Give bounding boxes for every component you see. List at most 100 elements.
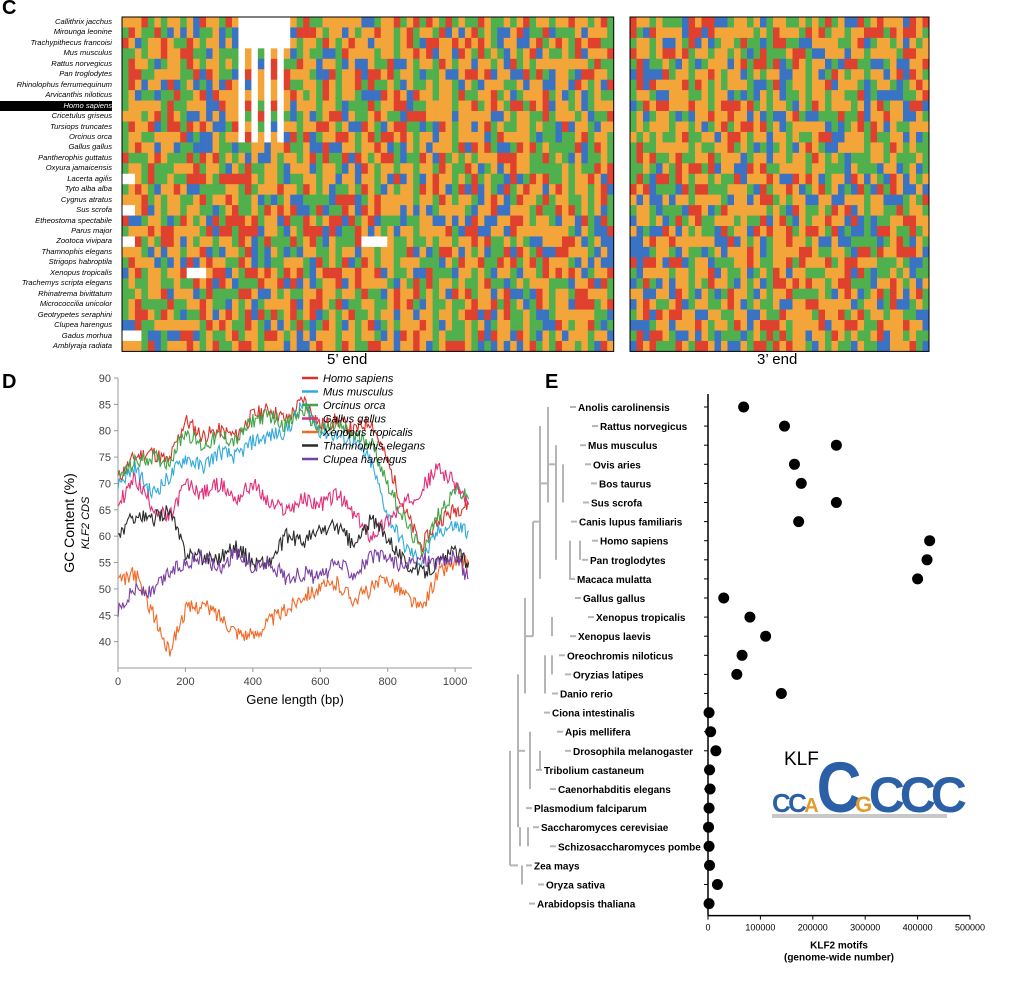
alignment-3-end-cell	[649, 173, 657, 185]
alignment-5-end-cell	[471, 37, 479, 49]
alignment-3-end-cell	[838, 152, 845, 164]
alignment-5-end-cell	[464, 257, 472, 269]
alignment-5-end-cell	[600, 152, 608, 164]
alignment-5-end-cell	[400, 246, 407, 258]
alignment-3-end-cell	[701, 100, 709, 112]
alignment-3-end-cell	[643, 246, 650, 258]
alignment-5-end-cell	[348, 330, 356, 342]
alignment-5-end-cell	[419, 121, 427, 133]
alignment-3-end-cell	[903, 288, 910, 300]
alignment-3-end-cell	[825, 100, 832, 112]
alignment-5-end-cell	[594, 163, 602, 175]
alignment-3-end-cell	[864, 246, 871, 258]
alignment-5-end-cell	[193, 69, 200, 80]
alignment-5-end-cell	[154, 27, 162, 39]
alignment-5-end-cell	[413, 194, 420, 206]
alignment-3-end-cell	[903, 267, 910, 279]
alignment-5-end-cell	[199, 299, 207, 310]
alignment-3-end-cell	[831, 131, 839, 143]
species-name: Amblyraja radiata	[52, 340, 112, 350]
alignment-5-end-cell	[484, 184, 492, 195]
alignment-3-end-cell	[740, 236, 748, 248]
alignment-5-end-cell	[536, 100, 543, 112]
alignment-5-end-cell	[329, 37, 336, 49]
alignment-3-end-cell	[831, 69, 839, 80]
alignment-5-end-cell	[128, 173, 136, 185]
alignment-5-end-cell	[329, 152, 336, 164]
alignment-3-end-cell	[870, 236, 878, 248]
alignment-3-end-cell	[922, 79, 930, 91]
alignment-3-end-cell	[831, 320, 839, 331]
alignment-5-end-cell	[594, 152, 602, 164]
alignment-3-end-cell	[909, 320, 917, 331]
alignment-5-end-cell	[257, 267, 265, 279]
alignment-5-end-cell	[316, 100, 323, 112]
alignment-3-end-cell	[786, 79, 793, 91]
alignment-3-end-cell	[805, 90, 813, 101]
alignment-5-end-cell	[147, 184, 155, 195]
alignment-5-end-cell	[167, 236, 175, 248]
alignment-5-end-cell	[154, 37, 162, 49]
alignment-5-end-cell	[387, 320, 395, 331]
alignment-5-end-cell	[348, 267, 356, 279]
alignment-5-end-cell	[516, 226, 524, 237]
data-point	[718, 592, 730, 604]
alignment-3-end-cell	[838, 299, 845, 310]
alignment-3-end-cell	[636, 163, 644, 175]
alignment-3-end-cell	[779, 288, 787, 300]
alignment-3-end-cell	[662, 184, 670, 195]
alignment-5-end-cell	[173, 27, 181, 39]
alignment-3-end-cell	[734, 226, 741, 237]
alignment-3-end-cell	[851, 58, 858, 70]
alignment-5-end-cell	[503, 27, 511, 39]
alignment-5-end-cell	[419, 100, 427, 112]
alignment-3-end-cell	[740, 340, 748, 352]
alignment-5-end-cell	[341, 79, 349, 91]
alignment-3-end-cell	[922, 37, 930, 49]
alignment-5-end-cell	[387, 257, 395, 269]
alignment-3-end-cell	[669, 48, 676, 60]
alignment-3-end-cell	[727, 309, 735, 321]
alignment-5-end-cell	[484, 205, 492, 216]
alignment-5-end-cell	[510, 320, 517, 331]
alignment-5-end-cell	[348, 69, 356, 80]
alignment-5-end-cell	[516, 121, 524, 133]
alignment-5-end-cell	[464, 299, 472, 310]
alignment-5-end-cell	[290, 131, 297, 143]
alignment-5-end-cell	[387, 100, 395, 112]
alignment-5-end-cell	[432, 79, 440, 91]
alignment-5-end-cell	[122, 278, 129, 289]
alignment-3-end-cell	[708, 111, 715, 122]
alignment-5-end-cell	[251, 236, 259, 248]
alignment-3-end-cell	[818, 215, 826, 227]
alignment-5-end-cell	[251, 278, 259, 289]
alignment-5-end-cell	[186, 79, 194, 91]
alignment-5-end-cell	[154, 69, 162, 80]
alignment-5-end-cell	[555, 173, 563, 185]
alignment-3-end-cell	[922, 309, 930, 321]
alignment-3-end-cell	[766, 236, 774, 248]
alignment-5-end-cell	[451, 205, 459, 216]
alignment-5-end-cell	[503, 173, 511, 185]
alignment-5-end-cell	[348, 17, 356, 28]
alignment-5-end-cell	[439, 236, 446, 248]
alignment-5-end-cell	[568, 142, 576, 154]
alignment-5-end-cell	[277, 257, 285, 269]
alignment-3-end-cell	[708, 194, 715, 206]
alignment-5-end-cell	[497, 90, 505, 101]
alignment-5-end-cell	[419, 330, 427, 342]
alignment-5-end-cell	[503, 163, 511, 175]
alignment-5-end-cell	[277, 288, 285, 300]
alignment-5-end-cell	[335, 257, 343, 269]
alignment-5-end-cell	[561, 236, 569, 248]
alignment-5-end-cell	[193, 48, 200, 60]
alignment-5-end-cell	[238, 131, 246, 143]
alignment-3-end-cell	[838, 278, 845, 289]
alignment-3-end-cell	[916, 131, 923, 143]
alignment-3-end-cell	[838, 163, 845, 175]
alignment-5-end-cell	[451, 121, 459, 133]
alignment-5-end-cell	[426, 37, 433, 49]
alignment-3-end-cell	[831, 58, 839, 70]
alignment-5-end-cell	[432, 236, 440, 248]
alignment-5-end-cell	[296, 100, 304, 112]
